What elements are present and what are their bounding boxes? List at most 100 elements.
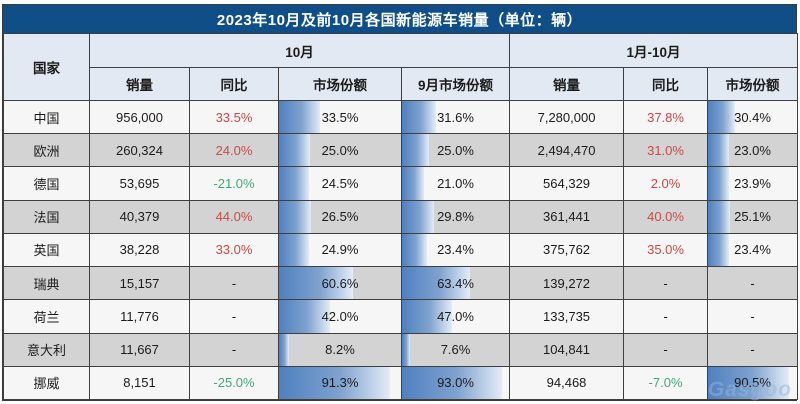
oct-share-cell: 33.5% (278, 99, 402, 135)
header-oct-share: 市场份额 (278, 67, 402, 101)
oct-share-cell: 8.2% (278, 332, 402, 367)
share-bar (402, 234, 428, 266)
header-country: 国家 (3, 33, 90, 101)
table-title: 2023年10月及前10月各国新能源车销量（单位：辆） (3, 5, 796, 33)
share-bar (402, 367, 502, 399)
share-value: 7.6% (440, 342, 471, 358)
oct-sales-cell: 11,776 (89, 299, 190, 334)
ev-sales-table: 国家 10月 1月-10月 销量 同比 市场份额 9月市场份额 销量 同比 市场… (3, 33, 799, 401)
oct-share-cell: 42.0% (278, 299, 402, 334)
header-ytd-sales: 销量 (509, 67, 625, 101)
share-value: 90.5% (734, 375, 771, 391)
ytd-sales-cell: 133,735 (509, 299, 625, 334)
table-row: 荷兰 11,776-42.0% 47.0% 133,735- - (3, 299, 799, 334)
country-cell: 德国 (3, 166, 90, 201)
sep-share-cell: 93.0% (400, 365, 511, 401)
header-group-jan-oct: 1月-10月 (509, 33, 799, 68)
share-value: 63.4% (437, 275, 474, 291)
table-row: 德国 53,695 -21.0% 24.5% 21.0% 564,329 2.0% 23.9% (3, 166, 799, 201)
ytd-share-cell: 23.4% (707, 232, 799, 268)
sep-share-cell: 23.4% (400, 232, 511, 268)
share-bar (708, 101, 736, 133)
ytd-yoy-cell: 31.0% (623, 133, 709, 168)
oct-sales-cell: 8,151 (89, 365, 190, 401)
share-value: 23.4% (734, 242, 771, 258)
oct-yoy-cell: - (189, 332, 279, 367)
country-cell: 欧洲 (3, 133, 90, 168)
ytd-share-cell: 90.5% (707, 365, 799, 401)
ytd-sales-cell: 104,841 (509, 332, 625, 367)
sep-share-cell: 63.4% (400, 266, 511, 301)
share-bar (402, 201, 434, 233)
header-oct-yoy: 同比 (189, 67, 279, 101)
ytd-yoy-cell: 35.0% (623, 232, 709, 268)
oct-sales-cell: 38,228 (89, 232, 190, 268)
sep-share-cell: 21.0% (400, 166, 511, 201)
oct-share-cell: 60.6% (278, 266, 402, 301)
country-cell: 英国 (3, 232, 90, 268)
sep-share-cell: 31.6% (400, 99, 511, 135)
ytd-yoy-cell: 40.0% (623, 199, 709, 234)
share-bar (279, 167, 309, 200)
share-value: 21.0% (437, 176, 474, 192)
country-cell: 中国 (3, 99, 90, 135)
share-value: 23.0% (734, 142, 771, 158)
ytd-share-cell: 30.4% (707, 99, 799, 135)
share-bar (279, 134, 310, 166)
oct-yoy-cell: -25.0% (189, 365, 279, 401)
table-row: 欧洲 260,324 24.0% 25.0% 25.0% 2,494,470 31.0% 23… (3, 133, 799, 168)
oct-yoy-cell: - (189, 266, 279, 301)
share-bar (708, 234, 729, 266)
oct-yoy-cell: 44.0% (189, 199, 279, 234)
share-bar (402, 167, 425, 200)
share-value: 25.1% (734, 209, 771, 225)
table-header: 国家 10月 1月-10月 销量 同比 市场份额 9月市场份额 销量 同比 市场… (3, 33, 799, 101)
country-cell: 荷兰 (3, 299, 90, 334)
share-value: 31.6% (437, 109, 474, 125)
header-group-row: 国家 10月 1月-10月 (3, 33, 799, 101)
ytd-share-cell: - (707, 299, 799, 334)
share-value: 91.3% (321, 375, 359, 391)
country-cell: 法国 (3, 199, 90, 234)
country-cell: 挪威 (3, 365, 90, 401)
share-value: 93.0% (437, 375, 474, 391)
oct-sales-cell: 53,695 (89, 166, 190, 201)
share-value: 24.9% (321, 242, 359, 258)
ytd-sales-cell: 564,329 (509, 166, 625, 201)
ytd-share-cell: 23.9% (707, 166, 799, 201)
ytd-sales-cell: 375,762 (509, 232, 625, 268)
ytd-share-cell: - (707, 332, 799, 367)
share-value: 26.5% (321, 209, 359, 225)
header-sub-row: 销量 同比 市场份额 9月市场份额 销量 同比 市场份额 (4, 67, 799, 101)
table-row: 中国 956,000 33.5% 33.5% 31.6% 7,280,000 37.8% 30… (3, 99, 799, 135)
oct-yoy-cell: 33.5% (189, 99, 279, 135)
share-bar (402, 334, 411, 366)
sep-share-cell: 47.0% (400, 299, 511, 334)
table-body: 中国 956,000 33.5% 33.5% 31.6% 7,280,000 37.8% 30… (3, 99, 799, 401)
header-sep-share: 9月市场份额 (400, 67, 511, 101)
share-bar (279, 300, 331, 333)
oct-share-cell: 25.0% (278, 133, 402, 168)
share-value: 29.8% (437, 209, 474, 225)
share-bar (708, 367, 789, 399)
ytd-yoy-cell: - (623, 332, 709, 367)
oct-share-cell: 24.5% (278, 166, 402, 201)
share-value: 23.4% (437, 242, 474, 258)
ytd-yoy-cell: - (623, 266, 709, 301)
table-row: 意大利 11,667-8.2% 7.6% 104,841- - (3, 332, 799, 367)
oct-share-cell: 91.3% (278, 365, 402, 401)
share-bar (279, 234, 310, 266)
header-group-october: 10月 (88, 33, 511, 68)
oct-yoy-cell: - (189, 299, 279, 334)
oct-yoy-cell: -21.0% (189, 166, 279, 201)
oct-sales-cell: 11,667 (89, 332, 190, 367)
share-bar (279, 367, 391, 399)
share-bar (708, 134, 729, 166)
share-value: 30.4% (734, 109, 771, 125)
ytd-yoy-cell: -7.0% (623, 365, 709, 401)
share-bar (708, 167, 730, 200)
share-bar (279, 334, 289, 366)
oct-yoy-cell: 33.0% (189, 232, 279, 268)
ytd-share-cell: 25.1% (707, 199, 799, 234)
share-bar (279, 201, 312, 233)
